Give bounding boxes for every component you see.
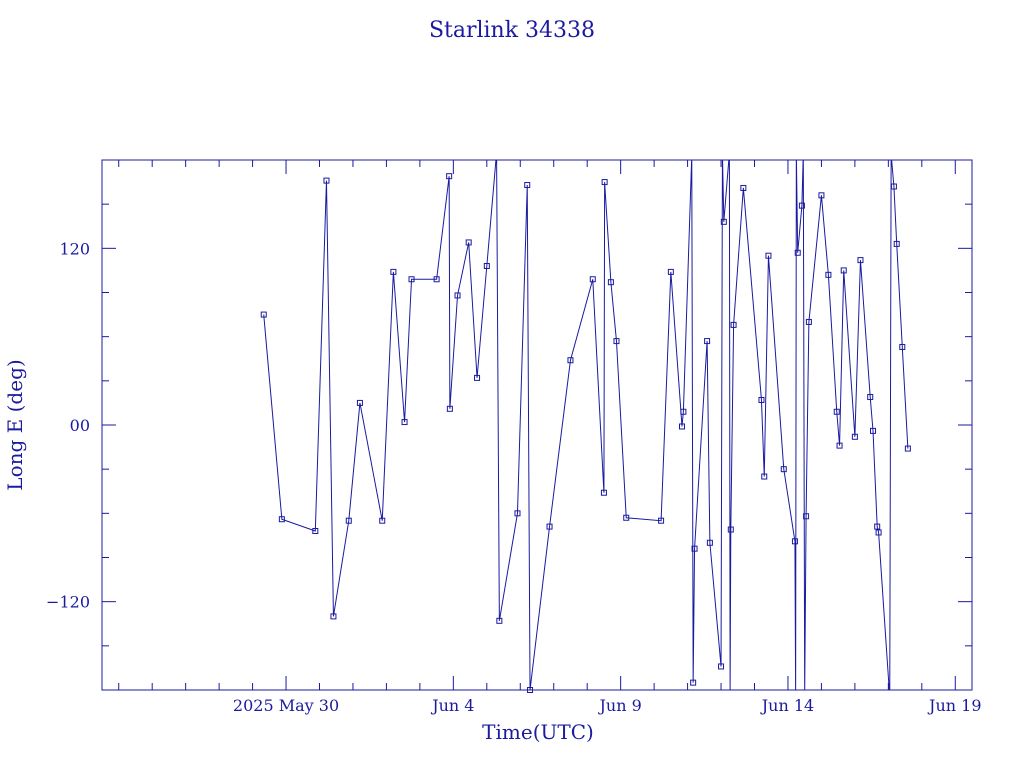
data-point xyxy=(607,279,614,286)
y-axis-label: Long E (deg) xyxy=(3,359,27,490)
data-point xyxy=(527,687,534,693)
data-point xyxy=(825,271,832,278)
y-axis: 120 00 −120 xyxy=(46,203,972,647)
data-point xyxy=(658,517,665,524)
data-point xyxy=(890,183,897,190)
data-point xyxy=(803,513,810,520)
data-point xyxy=(623,514,630,521)
data-point xyxy=(836,442,843,449)
x-tick-label: Jun 19 xyxy=(927,696,981,715)
data-point xyxy=(758,396,765,403)
y-tick-label: 120 xyxy=(59,239,90,258)
data-point xyxy=(680,408,687,415)
data-point xyxy=(323,177,330,184)
data-point xyxy=(514,510,521,517)
data-point xyxy=(401,419,408,426)
data-point xyxy=(780,466,787,473)
data-point xyxy=(875,529,882,536)
data-point xyxy=(589,276,596,283)
y-tick-label: 00 xyxy=(70,416,90,435)
data-point xyxy=(454,292,461,299)
data-point xyxy=(524,182,531,189)
data-point xyxy=(465,239,472,246)
data-point xyxy=(379,517,386,524)
data-point xyxy=(867,394,874,401)
data-point xyxy=(727,526,734,533)
data-point xyxy=(794,249,801,256)
data-point xyxy=(600,489,607,496)
series-longitude xyxy=(260,160,911,693)
data-point xyxy=(704,338,711,345)
plot-frame xyxy=(101,159,973,691)
series-line xyxy=(263,160,909,690)
x-tick-label: 2025 May 30 xyxy=(233,696,339,715)
data-point xyxy=(667,268,674,275)
data-point xyxy=(718,663,725,670)
data-point xyxy=(798,202,805,209)
x-tick-label: Jun 14 xyxy=(760,696,814,715)
data-point xyxy=(791,538,798,545)
data-point xyxy=(483,263,490,269)
data-point xyxy=(765,252,772,259)
x-tick-label: Jun 4 xyxy=(430,696,474,715)
data-point xyxy=(679,423,685,430)
x-axis: 2025 May 30 Jun 4 Jun 9 Jun 14 Jun 19 xyxy=(118,160,982,715)
data-point xyxy=(904,445,911,452)
data-point xyxy=(330,613,337,620)
data-point xyxy=(833,408,840,415)
data-point xyxy=(567,357,574,364)
data-point xyxy=(345,517,352,524)
data-point xyxy=(446,173,453,180)
data-point xyxy=(818,192,825,199)
data-point xyxy=(613,338,620,345)
data-point xyxy=(691,545,698,552)
data-point xyxy=(899,343,906,350)
data-point xyxy=(278,516,285,523)
data-point xyxy=(356,399,363,406)
data-point xyxy=(720,218,727,225)
data-point xyxy=(433,276,440,283)
data-point xyxy=(857,257,864,264)
data-point xyxy=(546,523,553,530)
data-point xyxy=(805,318,812,325)
x-tick-label: Jun 9 xyxy=(598,696,642,715)
data-point xyxy=(851,433,858,440)
data-point xyxy=(840,267,847,274)
data-point xyxy=(761,473,768,480)
y-tick-label: −120 xyxy=(46,593,90,612)
data-point xyxy=(390,268,397,275)
x-axis-label: Time(UTC) xyxy=(482,720,594,744)
data-point xyxy=(730,321,737,328)
data-point xyxy=(706,539,713,546)
data-point xyxy=(496,617,503,624)
data-point xyxy=(601,179,608,186)
data-point xyxy=(870,427,877,434)
data-point xyxy=(260,311,267,318)
data-point xyxy=(740,184,747,191)
chart-title: Starlink 34338 xyxy=(429,18,595,43)
data-point xyxy=(874,523,881,530)
data-point xyxy=(474,374,481,381)
data-point xyxy=(312,528,319,534)
data-point xyxy=(893,240,900,247)
data-point xyxy=(408,276,415,283)
data-point xyxy=(690,679,697,686)
data-point xyxy=(446,405,453,412)
